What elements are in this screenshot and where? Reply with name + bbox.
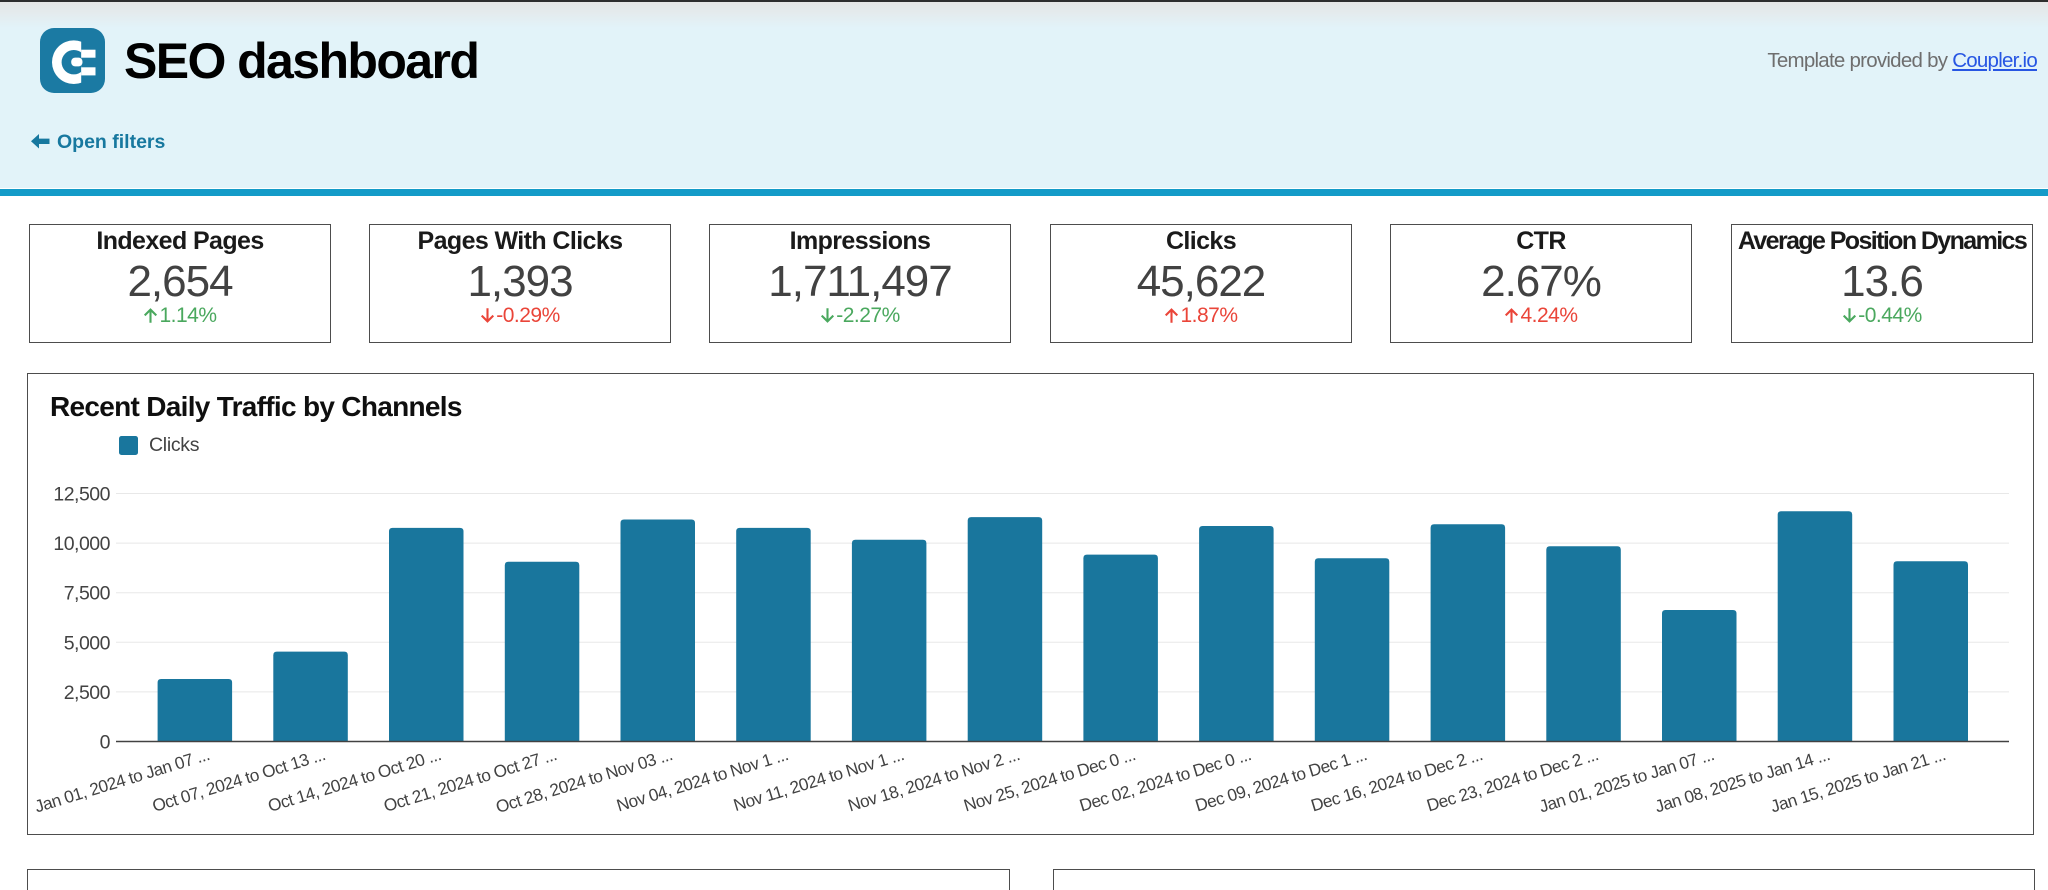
svg-text:2,500: 2,500 bbox=[64, 682, 111, 704]
svg-text:12,500: 12,500 bbox=[53, 484, 110, 506]
svg-text:5,000: 5,000 bbox=[64, 632, 111, 654]
svg-text:10,000: 10,000 bbox=[53, 533, 110, 555]
svg-text:7,500: 7,500 bbox=[64, 583, 111, 605]
svg-text:0: 0 bbox=[100, 732, 111, 754]
